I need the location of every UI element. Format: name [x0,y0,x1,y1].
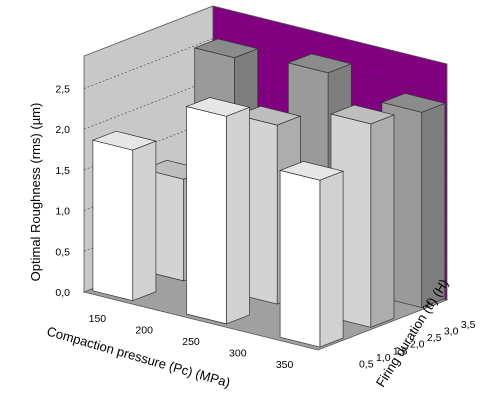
bar-top-face [380,93,447,113]
bar-front-face [92,139,134,302]
y-tick-label: 0,5 [359,358,374,370]
bar-top-face [287,53,353,74]
z-tick-label: 2,5 [55,84,70,96]
bar-top-face [91,130,158,151]
bars [91,38,447,348]
bar-side-face [421,102,446,309]
bar-top-face [236,105,302,126]
z-tick-label: 2,0 [55,124,70,136]
z-tick-label: 1,0 [55,206,70,218]
bar-front-350 [278,161,345,348]
z-tick-label: 0,5 [55,246,70,258]
bar-side-face [225,106,250,325]
bar-front-face [279,169,321,348]
bar-side-face [370,114,395,328]
bar-top-face [329,104,396,125]
y-tick-label: 1,0 [376,352,391,364]
z-axis-title: Optimal Roughness (rms) (µm) [28,103,43,282]
bar-top-face [193,38,259,59]
y-tick-label: 2,0 [410,339,425,351]
x-tick-label: 250 [182,336,200,348]
y-tick-label: 3,0 [444,326,459,338]
bar-front-250 [185,97,251,325]
z-tick-label: 1,5 [55,165,70,177]
bar-side-face [132,140,157,302]
x-tick-label: 350 [276,359,294,371]
x-tick-label: 200 [135,324,153,336]
y-tick-label: 3,5 [461,319,476,331]
bar-top-face [185,97,251,117]
bar-front-150 [91,130,158,302]
x-tick-label: 150 [89,313,107,325]
bar-side-face [319,170,344,348]
bar-top-face [278,161,345,181]
z-tick-label: 0,0 [55,287,70,299]
y-tick-label: 2,5 [427,332,442,344]
bar-front-face [186,106,227,325]
x-tick-label: 300 [229,348,247,360]
y-tick-label: 1,5 [393,345,408,357]
